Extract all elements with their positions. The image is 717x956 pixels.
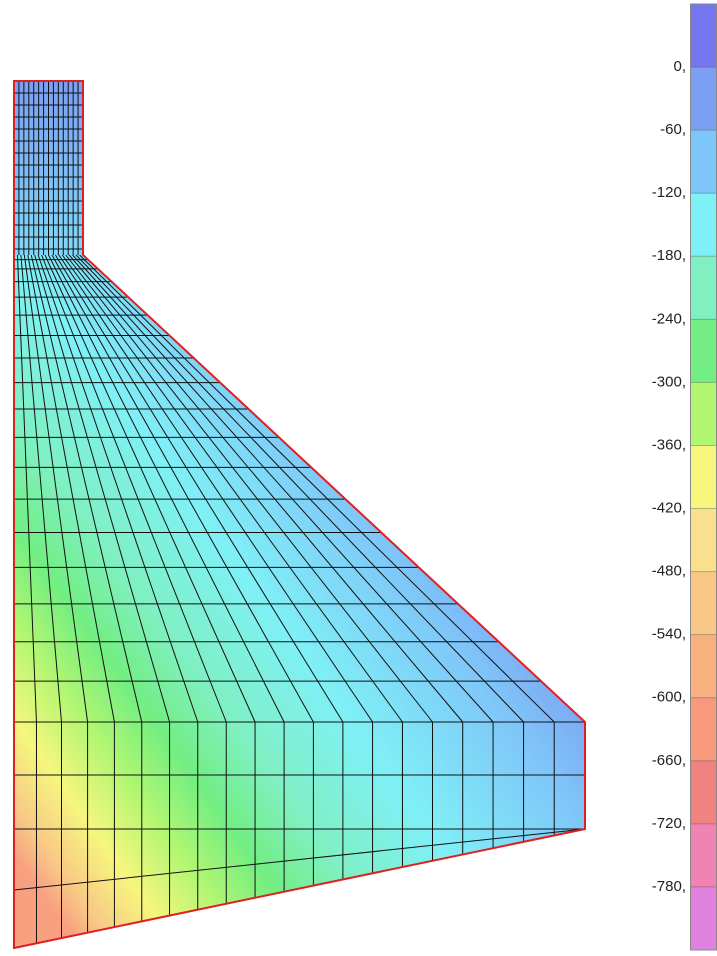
legend-label: -600,	[652, 689, 686, 706]
dam-body	[14, 255, 585, 948]
mesh-line	[34, 254, 171, 723]
legend-swatch	[690, 319, 717, 383]
legend-label: 0,	[673, 58, 686, 75]
legend-swatch	[690, 256, 717, 320]
legend-swatch	[690, 193, 717, 257]
mesh-line	[54, 254, 344, 723]
mesh-line	[48, 254, 285, 723]
legend-swatch	[690, 4, 717, 68]
legend-label: -360,	[652, 436, 686, 453]
mesh-line	[44, 254, 256, 723]
mesh-line	[23, 254, 89, 723]
mesh-line	[58, 254, 373, 723]
mesh-line	[20, 254, 62, 723]
legend-swatch	[690, 571, 717, 636]
legend-swatch	[690, 508, 717, 573]
mesh-line	[51, 254, 314, 723]
mesh-line	[41, 254, 227, 723]
legend-label: -660,	[652, 752, 686, 769]
legend-label: -720,	[652, 815, 686, 832]
mesh-line	[37, 254, 199, 723]
legend-swatch	[690, 760, 717, 825]
legend: 0, -60, -120, -180, -240, -300, -360, -420, -480…	[652, 3, 717, 951]
legend-label: -480,	[652, 563, 686, 580]
dam-mesh	[13, 81, 586, 948]
legend-label: -180,	[652, 247, 686, 264]
mesh-line	[79, 254, 555, 723]
legend-label: -120,	[652, 184, 686, 201]
legend-swatch	[690, 634, 717, 699]
mesh-line	[65, 254, 433, 723]
legend-label: -540,	[652, 626, 686, 643]
dam-outline	[13, 80, 586, 950]
legend-swatch	[690, 67, 717, 131]
legend-label: -60,	[660, 121, 686, 138]
legend-swatch	[690, 130, 717, 194]
legend-swatch	[690, 382, 717, 446]
legend-swatch	[690, 445, 717, 510]
mesh-line	[68, 254, 464, 723]
legend-label: -780,	[652, 878, 686, 895]
mesh-line	[75, 254, 524, 723]
legend-swatch	[690, 697, 717, 762]
legend-swatch	[690, 823, 717, 888]
mesh-line	[27, 254, 115, 723]
legend-swatch	[690, 886, 717, 951]
mesh-line	[72, 254, 494, 723]
mesh-line	[30, 254, 143, 723]
legend-label: -300,	[652, 373, 686, 390]
legend-label: -240,	[652, 310, 686, 327]
mesh-line	[16, 254, 37, 723]
legend-label: -420,	[652, 500, 686, 517]
mesh-line	[13, 828, 586, 891]
mesh-line	[61, 254, 403, 723]
